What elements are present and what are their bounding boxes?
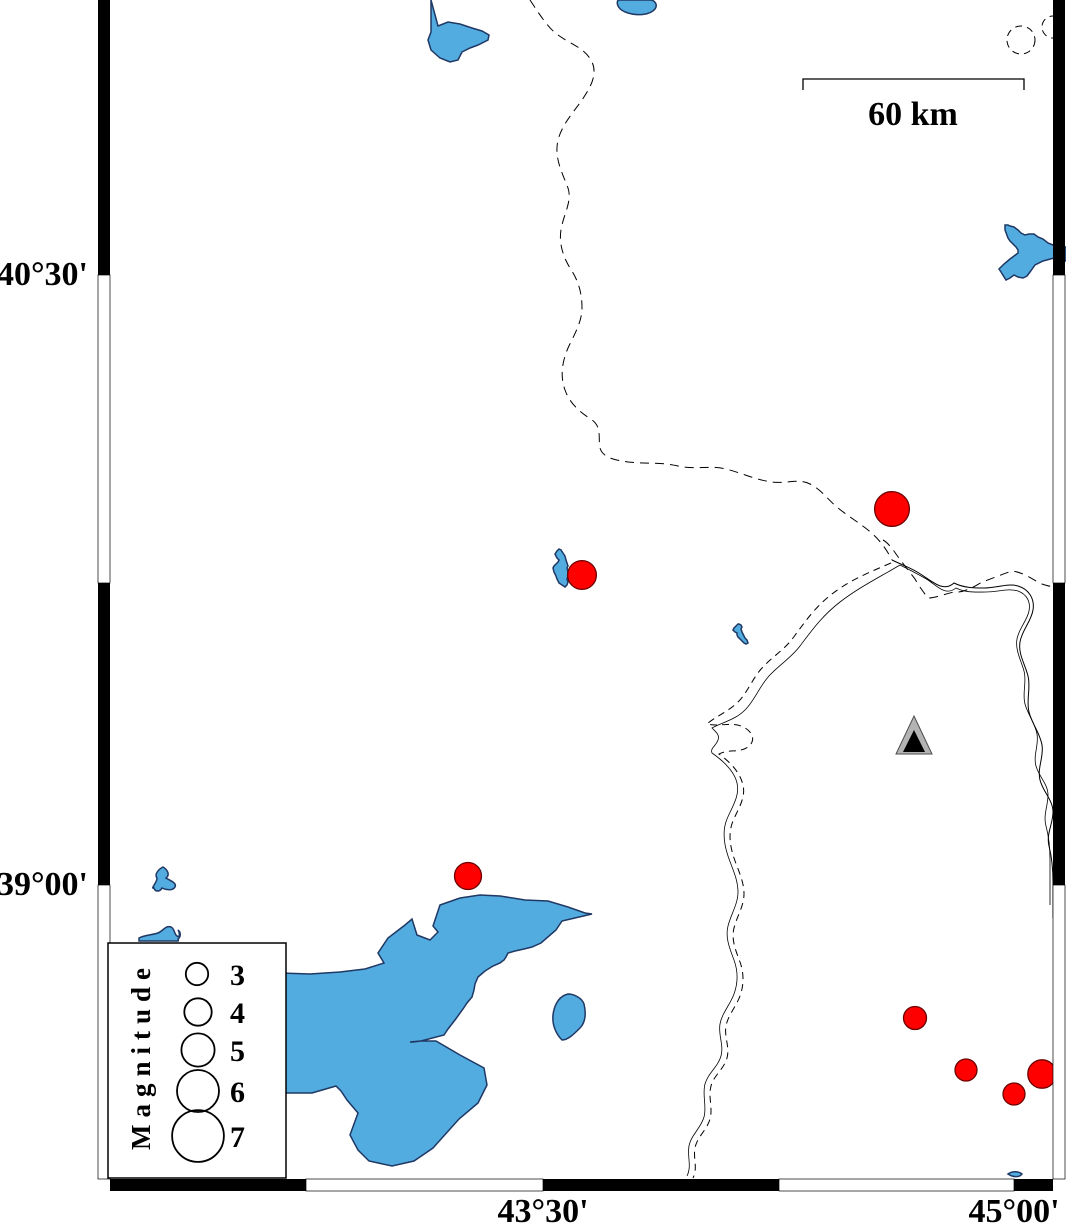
- svg-text:7: 7: [230, 1121, 245, 1154]
- svg-text:45°00': 45°00': [968, 1193, 1059, 1229]
- svg-text:Magnitude: Magnitude: [126, 961, 156, 1150]
- svg-text:60 km: 60 km: [868, 96, 958, 133]
- svg-text:5: 5: [230, 1035, 245, 1068]
- svg-text:3: 3: [230, 959, 245, 992]
- svg-text:6: 6: [230, 1076, 245, 1109]
- svg-text:39°00': 39°00': [0, 866, 88, 903]
- svg-text:40°30': 40°30': [0, 256, 88, 293]
- svg-text:4: 4: [230, 997, 245, 1030]
- svg-text:43°30': 43°30': [497, 1193, 588, 1229]
